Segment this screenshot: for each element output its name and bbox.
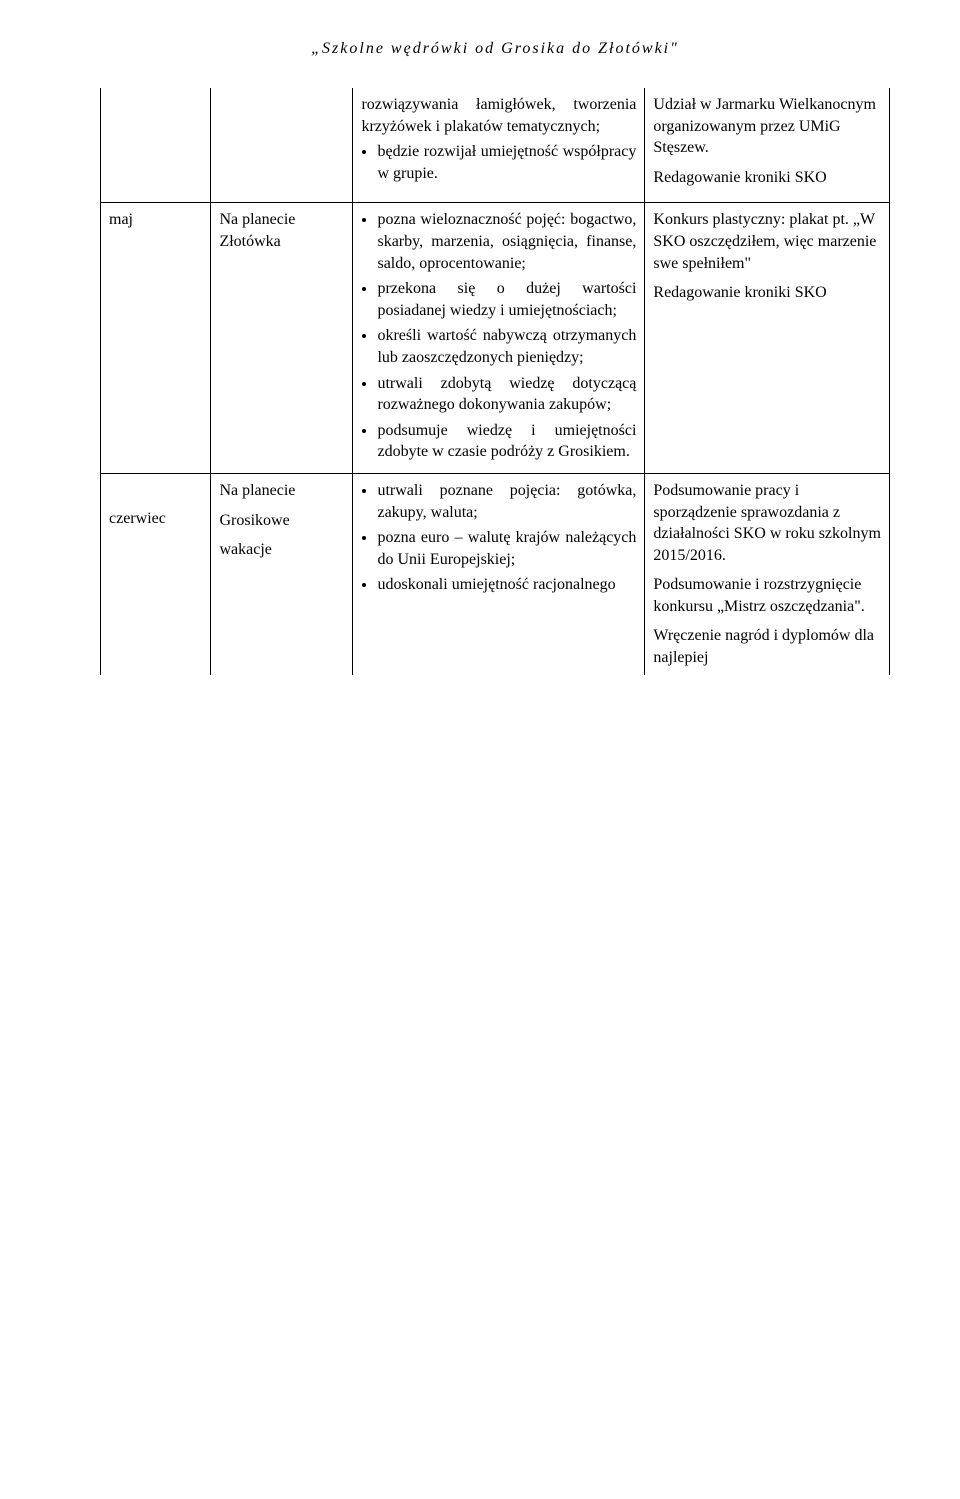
row2-topic: Na planecie Złotówka bbox=[211, 203, 353, 474]
note-text: Konkurs plastyczny: plakat pt. „W SKO os… bbox=[653, 209, 881, 274]
table-row: rozwiązywania łamigłówek, tworzenia krzy… bbox=[101, 88, 890, 203]
note-text: Udział w Jarmarku Wielkanocnym organizow… bbox=[653, 94, 881, 159]
list-item: określi wartość nabywczą otrzymanych lub… bbox=[377, 325, 636, 368]
list-item: przekona się o dużej wartości posiadanej… bbox=[377, 278, 636, 321]
row3-objectives: utrwali poznane pojęcia: gotówka, zakupy… bbox=[353, 473, 645, 674]
list-item: utrwali poznane pojęcia: gotówka, zakupy… bbox=[377, 480, 636, 523]
note-text: Podsumowanie pracy i sporządzenie sprawo… bbox=[653, 480, 881, 566]
note-text: Redagowanie kroniki SKO bbox=[653, 282, 881, 304]
row1-notes: Udział w Jarmarku Wielkanocnym organizow… bbox=[645, 88, 890, 203]
topic-text: wakacje bbox=[219, 539, 344, 561]
row3-month: czerwiec bbox=[101, 473, 211, 674]
topic-text: Na planecie bbox=[219, 480, 344, 502]
list-item: pozna wieloznaczność pojęć: bogactwo, sk… bbox=[377, 209, 636, 274]
row1-objectives: rozwiązywania łamigłówek, tworzenia krzy… bbox=[353, 88, 645, 203]
row1-month bbox=[101, 88, 211, 203]
note-text: Wręczenie nagród i dyplomów dla najlepie… bbox=[653, 625, 881, 668]
content-table: rozwiązywania łamigłówek, tworzenia krzy… bbox=[100, 88, 890, 675]
list-item: udoskonali umiejętność racjonalnego bbox=[377, 574, 636, 596]
list-item: utrwali zdobytą wiedzę dotyczącą rozważn… bbox=[377, 373, 636, 416]
list-item: rozwiązywania łamigłówek, tworzenia krzy… bbox=[361, 94, 636, 137]
row3-notes: Podsumowanie pracy i sporządzenie sprawo… bbox=[645, 473, 890, 674]
row1-topic bbox=[211, 88, 353, 203]
row2-objectives: pozna wieloznaczność pojęć: bogactwo, sk… bbox=[353, 203, 645, 474]
table-row: maj Na planecie Złotówka pozna wieloznac… bbox=[101, 203, 890, 474]
list-item: pozna euro – walutę krajów należących do… bbox=[377, 527, 636, 570]
row3-topic: Na planecie Grosikowe wakacje bbox=[211, 473, 353, 674]
topic-text: Grosikowe bbox=[219, 510, 344, 532]
month-text: czerwiec bbox=[109, 508, 202, 530]
table-row: czerwiec Na planecie Grosikowe wakacje u… bbox=[101, 473, 890, 674]
note-text: Redagowanie kroniki SKO bbox=[653, 167, 881, 189]
row2-notes: Konkurs plastyczny: plakat pt. „W SKO os… bbox=[645, 203, 890, 474]
list-item: podsumuje wiedzę i umiejętności zdobyte … bbox=[377, 420, 636, 463]
page-header: „Szkolne wędrówki od Grosika do Złotówki… bbox=[100, 40, 890, 58]
note-text: Podsumowanie i rozstrzygnięcie konkursu … bbox=[653, 574, 881, 617]
list-item: będzie rozwijał umiejętność współpracy w… bbox=[377, 141, 636, 184]
row2-month: maj bbox=[101, 203, 211, 474]
